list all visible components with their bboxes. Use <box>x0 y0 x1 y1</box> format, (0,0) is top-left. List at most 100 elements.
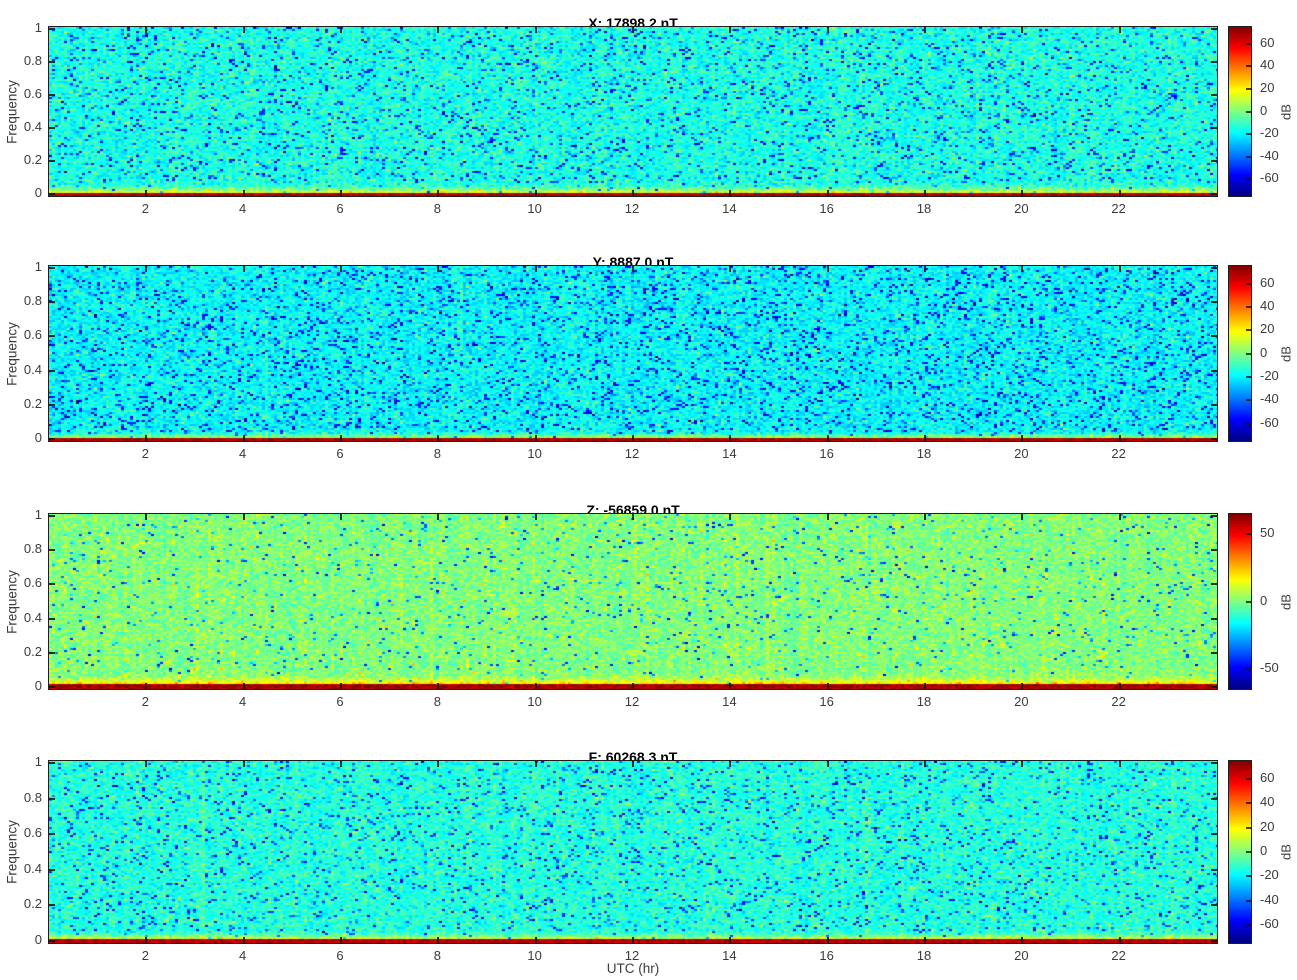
colorbar-gradient <box>1229 266 1251 441</box>
x-tick-mark <box>437 514 440 520</box>
x-tick-label: 6 <box>336 446 344 461</box>
x-tick-mark <box>826 435 829 441</box>
x-tick-mark <box>145 27 148 33</box>
spectrogram-canvas <box>49 27 1217 196</box>
colorbar-tick-mark <box>1246 422 1251 425</box>
colorbar-tick-label: 20 <box>1260 818 1275 834</box>
colorbar-tick-mark <box>1246 802 1251 805</box>
x-tick-mark <box>437 266 440 272</box>
colorbar-tick-label: 0 <box>1260 102 1268 118</box>
colorbar-tick-mark <box>1246 533 1251 536</box>
colorbar-tick-mark <box>1246 778 1251 781</box>
colorbar-tick-mark <box>1246 826 1251 829</box>
x-tick-mark <box>632 937 634 943</box>
colorbar-tick-label: 60 <box>1260 274 1275 290</box>
x-tick-mark <box>437 937 440 943</box>
colorbar-tick-mark <box>1246 305 1251 308</box>
x-tick-mark <box>242 266 245 272</box>
y-tick-mark <box>1211 515 1217 517</box>
x-tick-mark <box>1118 514 1121 520</box>
x-tick-mark <box>242 435 245 441</box>
colorbar-tick-label: -20 <box>1260 125 1279 141</box>
y-tick-label: 1 <box>34 507 42 522</box>
colorbar-tick-label: -20 <box>1260 867 1279 883</box>
y-tick-label: 0.4 <box>23 860 42 876</box>
colorbar-tick-label: -40 <box>1260 391 1279 407</box>
x-tick-mark <box>242 27 245 33</box>
x-tick-mark <box>1021 683 1024 689</box>
x-tick-mark <box>242 683 245 689</box>
colorbar-tick-label: 60 <box>1260 770 1275 786</box>
x-tick-label: 16 <box>819 446 834 461</box>
colorbar-tick-mark <box>1246 42 1251 45</box>
spectrogram-canvas <box>49 514 1217 689</box>
y-tick-label: 0.2 <box>23 395 42 411</box>
colorbar-tick-label: 50 <box>1260 525 1275 541</box>
x-tick-mark <box>534 514 537 520</box>
colorbar-tick-label: -40 <box>1260 891 1279 907</box>
x-tick-mark <box>145 514 148 520</box>
spectrogram-plot <box>48 26 1218 197</box>
colorbar-gradient <box>1229 514 1251 689</box>
x-tick-label: 2 <box>141 694 149 709</box>
x-tick-mark <box>145 190 148 196</box>
y-tick-mark <box>1211 904 1217 907</box>
x-tick-mark <box>340 435 342 441</box>
x-tick-mark <box>145 435 148 441</box>
x-tick-mark <box>437 190 440 196</box>
colorbar-gradient <box>1229 27 1251 196</box>
y-tick-mark <box>49 762 55 764</box>
x-tick-mark <box>729 190 732 196</box>
y-tick-mark <box>49 651 55 654</box>
y-tick-mark <box>49 583 55 586</box>
y-tick-label: 0.8 <box>23 541 42 557</box>
y-axis-label: Frequency <box>4 820 20 884</box>
x-tick-label: 12 <box>624 446 640 461</box>
y-tick-mark <box>1211 686 1217 688</box>
x-tick-mark <box>242 761 245 767</box>
colorbar-tick-mark <box>1246 923 1251 926</box>
colorbar-tick-mark <box>1246 87 1251 90</box>
y-tick-mark <box>1211 438 1217 440</box>
x-tick-label: 16 <box>819 694 834 709</box>
x-tick-mark <box>729 761 732 767</box>
x-tick-mark <box>632 761 634 767</box>
x-tick-mark <box>632 683 634 689</box>
x-tick-label: 22 <box>1111 694 1126 709</box>
y-tick-mark <box>1211 267 1217 269</box>
colorbar <box>1228 760 1252 944</box>
x-tick-mark <box>534 435 537 441</box>
x-tick-mark <box>1021 761 1024 767</box>
colorbar-tick-mark <box>1246 155 1251 158</box>
x-tick-mark <box>437 435 440 441</box>
x-tick-mark <box>1021 937 1024 943</box>
x-tick-label: 4 <box>239 694 247 709</box>
x-tick-mark <box>924 266 926 272</box>
y-tick-mark <box>49 686 55 688</box>
x-tick-mark <box>826 190 829 196</box>
x-tick-mark <box>145 937 148 943</box>
y-tick-mark <box>49 28 55 30</box>
y-tick-label: 1 <box>34 20 42 35</box>
colorbar-tick-mark <box>1246 875 1251 878</box>
x-tick-label: 18 <box>916 694 932 709</box>
x-tick-mark <box>340 514 342 520</box>
x-tick-mark <box>242 190 245 196</box>
x-tick-mark <box>729 683 732 689</box>
y-tick-label: 0.2 <box>23 896 42 912</box>
x-tick-mark <box>534 190 537 196</box>
y-tick-mark <box>49 193 55 195</box>
x-tick-mark <box>632 190 634 196</box>
y-tick-mark <box>49 549 55 552</box>
x-tick-mark <box>1021 190 1024 196</box>
x-tick-mark <box>924 27 926 33</box>
colorbar-unit-label: dB <box>1278 844 1294 860</box>
x-tick-label: 22 <box>1111 446 1126 461</box>
x-tick-mark <box>826 761 829 767</box>
x-tick-mark <box>437 27 440 33</box>
y-tick-mark <box>49 301 55 304</box>
y-tick-mark <box>49 335 55 338</box>
x-tick-mark <box>1021 266 1024 272</box>
